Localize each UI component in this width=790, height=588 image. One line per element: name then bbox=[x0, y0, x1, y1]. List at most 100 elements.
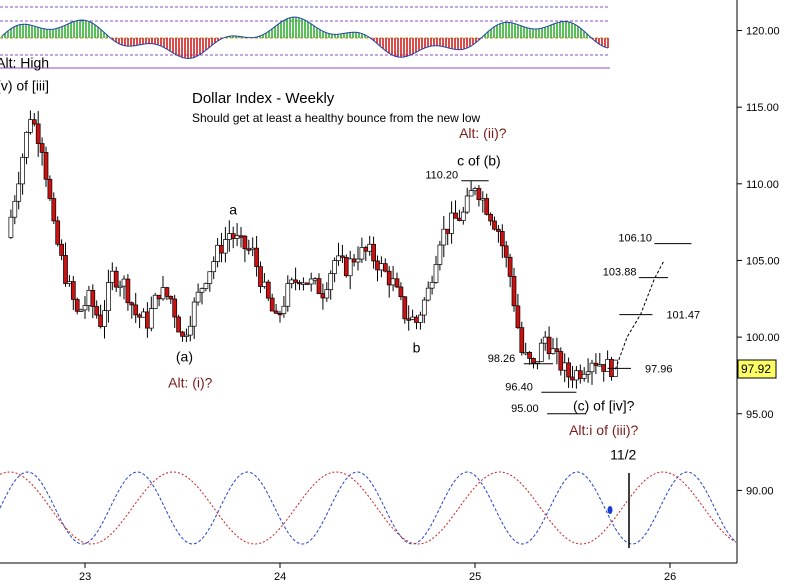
candle-body bbox=[585, 371, 591, 375]
candle-body bbox=[238, 235, 244, 238]
candle-body bbox=[320, 293, 326, 299]
candle-body bbox=[16, 183, 22, 202]
y-tick-label: 90.00 bbox=[746, 485, 774, 497]
wave-annotation: (a) bbox=[176, 349, 193, 365]
candle-body bbox=[184, 334, 189, 337]
candle-body bbox=[379, 263, 384, 271]
candle-body bbox=[542, 336, 548, 344]
level-label: 103.88 bbox=[603, 267, 637, 279]
candle-body bbox=[414, 316, 419, 323]
candle-body bbox=[488, 213, 493, 222]
wave-annotation: Alt: (i)? bbox=[168, 375, 213, 391]
candle-body bbox=[24, 132, 29, 158]
candle-body bbox=[511, 276, 517, 307]
candle-body bbox=[262, 281, 267, 287]
oscillator-line bbox=[1, 16, 609, 59]
candle-body bbox=[382, 263, 388, 272]
candle-body bbox=[129, 302, 135, 306]
candle-body bbox=[577, 370, 583, 379]
candle-body bbox=[460, 211, 466, 221]
candle-body bbox=[457, 217, 462, 221]
cycle-red bbox=[0, 471, 737, 545]
candle-body bbox=[324, 289, 330, 299]
candle-body bbox=[347, 258, 353, 277]
candle-body bbox=[375, 260, 380, 271]
candle-body bbox=[219, 244, 224, 254]
candle-body bbox=[503, 245, 509, 258]
candle-body bbox=[496, 228, 501, 232]
candle-body bbox=[109, 270, 115, 283]
candle-body bbox=[148, 308, 154, 329]
candle-body bbox=[254, 247, 259, 267]
oscillator-panel bbox=[0, 6, 610, 69]
candle-body bbox=[546, 336, 552, 355]
candle-body bbox=[74, 299, 80, 312]
candle-body bbox=[215, 244, 220, 262]
candle-body bbox=[449, 212, 454, 234]
candle-body bbox=[230, 233, 236, 239]
candle-body bbox=[340, 255, 345, 258]
chart-title: Dollar Index - Weekly bbox=[192, 90, 335, 107]
candle-body bbox=[63, 255, 68, 284]
candle-body bbox=[371, 243, 376, 262]
chart-subtitle: Should get at least a healthy bounce fro… bbox=[192, 111, 481, 125]
candle-body bbox=[70, 281, 76, 300]
candle-body bbox=[328, 273, 334, 290]
candle-body bbox=[297, 282, 302, 285]
candle-body bbox=[550, 348, 556, 355]
candle-body bbox=[332, 260, 337, 274]
candle-body bbox=[258, 266, 263, 287]
cycle-blue bbox=[0, 471, 737, 545]
candle-body bbox=[28, 119, 33, 133]
price-levels: 110.20 98.26 96.40 95.00 97.96 101.47 103.88 10… bbox=[425, 170, 700, 415]
candle-body bbox=[293, 279, 298, 283]
candle-body bbox=[164, 287, 170, 297]
candle-body bbox=[203, 283, 209, 289]
candle-body bbox=[558, 351, 564, 371]
candle-body bbox=[589, 362, 595, 373]
candle-body bbox=[180, 331, 185, 337]
candle-body bbox=[351, 258, 357, 263]
wave-annotation: Alt:i of (iii)? bbox=[569, 422, 638, 438]
candle-body bbox=[390, 278, 396, 286]
candle-body bbox=[538, 342, 544, 362]
candle-body bbox=[410, 316, 415, 320]
candle-body bbox=[78, 309, 84, 312]
candle-body bbox=[308, 278, 314, 285]
wave-annotation: (v) of [iii] bbox=[0, 77, 49, 93]
candle-body bbox=[43, 152, 49, 180]
level-label: 101.47 bbox=[666, 310, 700, 322]
candle-body bbox=[581, 373, 587, 379]
candle-body bbox=[316, 278, 322, 294]
price-candles bbox=[8, 110, 618, 389]
candle-body bbox=[20, 156, 25, 185]
candle-body bbox=[484, 198, 490, 215]
x-tick-label: 26 bbox=[664, 571, 676, 583]
candle-body bbox=[137, 314, 142, 318]
candle-body bbox=[574, 370, 579, 381]
candle-body bbox=[51, 198, 57, 222]
candle-body bbox=[472, 188, 478, 192]
candle-body bbox=[301, 282, 306, 285]
y-tick-label: 100.00 bbox=[746, 332, 780, 344]
y-tick-label: 120.00 bbox=[746, 26, 780, 38]
candle-body bbox=[468, 190, 474, 197]
wave-annotation: 11/2 bbox=[610, 447, 636, 463]
candle-body bbox=[359, 247, 365, 260]
candle-body bbox=[145, 311, 150, 329]
candle-body bbox=[168, 295, 174, 300]
candle-body bbox=[285, 283, 291, 307]
candle-body bbox=[223, 239, 228, 254]
candle-body bbox=[605, 359, 610, 372]
candle-body bbox=[445, 228, 451, 234]
candle-body bbox=[12, 200, 18, 218]
candle-body bbox=[102, 310, 107, 327]
candle-body bbox=[113, 270, 119, 288]
last-price-box bbox=[737, 359, 777, 379]
candle-body bbox=[242, 235, 248, 250]
candle-body bbox=[82, 305, 88, 311]
candle-body bbox=[246, 248, 252, 251]
candle-body bbox=[363, 247, 369, 252]
candle-body bbox=[554, 348, 560, 352]
candle-body bbox=[343, 257, 349, 277]
